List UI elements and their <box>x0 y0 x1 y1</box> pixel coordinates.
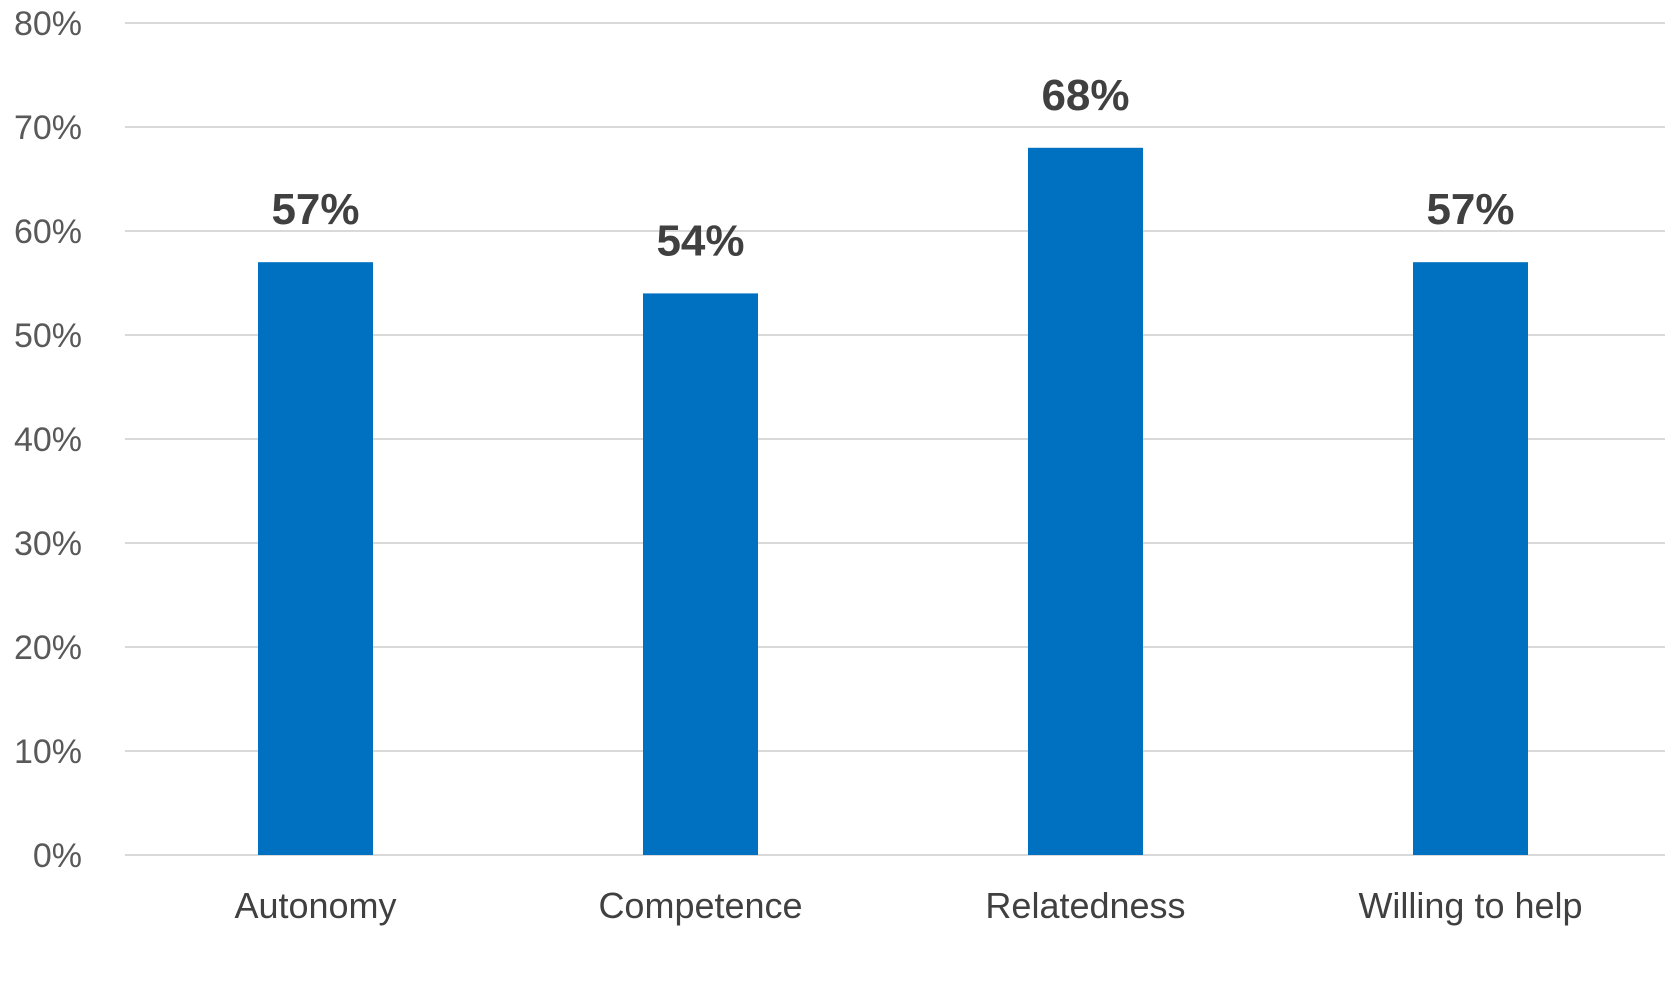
y-tick-label: 20% <box>14 629 82 667</box>
x-category-label: Competence <box>598 885 802 926</box>
x-category-label: Autonomy <box>234 885 396 926</box>
data-label: 57% <box>1426 185 1514 234</box>
data-label: 54% <box>656 216 744 265</box>
bar-relatedness <box>1028 147 1143 856</box>
y-tick-label: 70% <box>14 109 82 147</box>
bar-willing-to-help <box>1413 262 1528 855</box>
bar-autonomy <box>258 262 373 855</box>
data-label: 57% <box>271 185 359 234</box>
y-tick-label: 80% <box>14 5 82 43</box>
x-category-label: Relatedness <box>985 885 1185 926</box>
y-tick-label: 30% <box>14 525 82 563</box>
y-tick-label: 50% <box>14 317 82 355</box>
y-axis-tick-labels: 0% 10% 20% 30% 40% 50% 60% 70% 80% <box>14 5 82 875</box>
data-label: 68% <box>1041 71 1129 120</box>
data-labels: 57% 54% 68% 57% <box>271 71 1514 266</box>
y-tick-label: 40% <box>14 421 82 459</box>
y-tick-label: 60% <box>14 213 82 251</box>
y-tick-label: 0% <box>33 837 82 875</box>
bar-competence <box>643 293 758 855</box>
y-tick-label: 10% <box>14 733 82 771</box>
x-axis-category-labels: Autonomy Competence Relatedness Willing to … <box>234 885 1582 926</box>
gridlines <box>125 22 1665 856</box>
bars <box>258 147 1528 856</box>
x-category-label: Willing to help <box>1358 885 1582 926</box>
